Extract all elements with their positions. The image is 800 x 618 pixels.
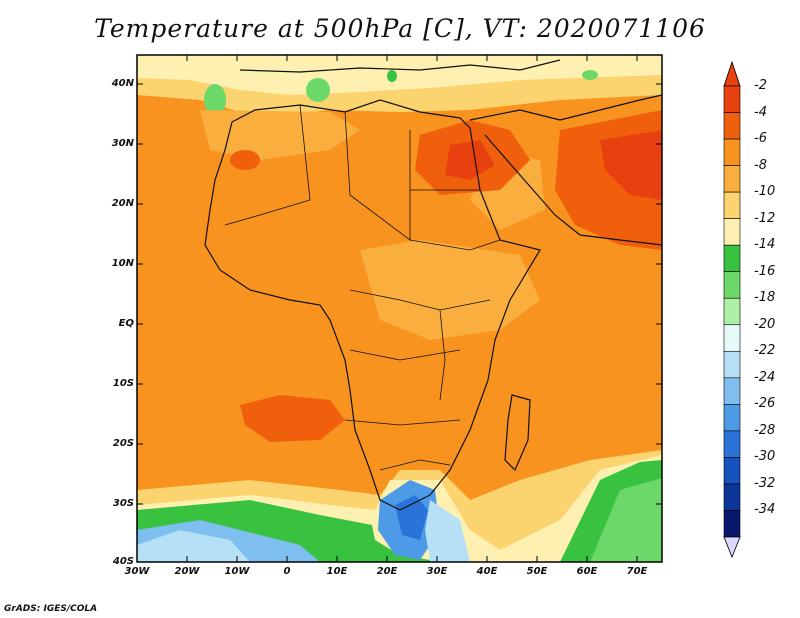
colorbar-swatch [723, 218, 741, 246]
colorbar-label: -2 [754, 78, 767, 93]
colorbar-label: -22 [754, 343, 776, 359]
green-patch-3 [387, 70, 397, 82]
lon-label-20w: 20W [174, 566, 200, 577]
africa-coastline [204, 99, 541, 511]
lat-ticks [137, 83, 662, 505]
colorbar-label: -28 [754, 422, 776, 438]
colorbar-swatch [723, 324, 741, 352]
colorbar-swatch [723, 483, 741, 511]
colorbar-label: -34 [754, 502, 776, 518]
lat-label-eq: EQ [118, 318, 134, 329]
lon-label-0: 0 [283, 566, 291, 577]
lat-label-20n: 20N [111, 198, 134, 209]
colorbar-label: -10 [754, 184, 776, 200]
lon-label-10e: 10E [326, 566, 348, 577]
lat-label-10n: 10N [111, 258, 134, 269]
central-light-orange [360, 240, 540, 340]
colorbar-swatch [723, 404, 741, 432]
border-8 [379, 459, 451, 471]
lon-label-60e: 60E [576, 566, 598, 577]
madagascar-coast [504, 394, 531, 472]
colorbar-label: -12 [754, 210, 776, 226]
colorbar-top-arrow [723, 60, 741, 87]
atlantic-hot-region [240, 395, 345, 442]
arabia-core [600, 130, 662, 200]
green-patch-4 [582, 70, 598, 80]
lon-label-70e: 70E [626, 566, 648, 577]
credit-text: GrADS: IGES/COLA [4, 604, 98, 614]
colorbar-swatch [723, 350, 741, 379]
colorbar-swatch [723, 457, 741, 485]
border-4 [409, 239, 501, 251]
lon-label-50e: 50E [526, 566, 548, 577]
west-hot-spot [230, 150, 260, 170]
south-africa-dark-blue [395, 495, 428, 540]
lat-label-30n: 30N [111, 138, 134, 149]
colorbar-label: -4 [754, 104, 767, 120]
lon-label-20e: 20E [376, 566, 398, 577]
colorbar-swatch [723, 430, 741, 458]
southeast-light-green [590, 478, 662, 562]
colorbar-label: -24 [754, 369, 776, 385]
north-pale-band [137, 55, 662, 95]
map-title: Temperature at 500hPa [C], VT: 202007110… [94, 14, 706, 43]
lon-label-30e: 30E [426, 566, 448, 577]
colorbar-label: -14 [754, 237, 776, 253]
green-patch-2 [306, 78, 330, 102]
border-6 [349, 349, 461, 361]
colorbar-swatch [723, 138, 741, 166]
border-1 [224, 104, 311, 226]
colorbar-label: -8 [754, 157, 767, 173]
country-borders [224, 104, 501, 471]
middle-east-coast [469, 94, 663, 121]
colorbar-swatch [723, 297, 741, 326]
colorbar-swatch [723, 271, 741, 299]
colorbar-swatch [723, 191, 741, 219]
sahara-light-orange [200, 110, 360, 160]
lon-label-10w: 10W [224, 566, 250, 577]
lon-ticks [186, 55, 638, 562]
border-9 [439, 309, 446, 401]
map-border [136, 54, 663, 563]
colorbar [723, 60, 741, 559]
colorbar-label: -16 [754, 263, 776, 279]
temperature-field [137, 55, 662, 562]
colorbar-label: -20 [754, 316, 776, 332]
green-patch-1 [204, 84, 226, 116]
lat-label-10s: 10S [112, 378, 134, 389]
colorbar-swatch [723, 510, 741, 538]
colorbar-swatch [723, 244, 741, 273]
border-7 [344, 419, 461, 426]
arabia-coast [484, 134, 663, 246]
border-5 [349, 289, 491, 311]
lat-label-20s: 20S [112, 438, 134, 449]
egypt-core [445, 140, 495, 180]
lat-label-40s: 40S [112, 556, 134, 567]
lon-label-40e: 40E [476, 566, 498, 577]
colorbar-label: -6 [754, 131, 767, 147]
lat-label-30s: 30S [112, 498, 134, 509]
colorbar-label: -26 [754, 396, 776, 412]
colorbar-swatch [723, 165, 741, 193]
colorbar-label: -30 [754, 449, 776, 465]
lat-label-40n: 40N [111, 78, 134, 89]
colorbar-swatch [723, 85, 741, 113]
colorbar-bottom-arrow [723, 536, 741, 559]
colorbar-label: -32 [754, 475, 776, 491]
coastlines [204, 59, 663, 511]
colorbar-swatch [723, 112, 741, 140]
colorbar-label: -18 [754, 290, 776, 306]
natal-light-blue [425, 500, 470, 562]
mediterranean-coast [239, 59, 561, 73]
colorbar-swatch [723, 377, 741, 405]
lon-label-30w: 30W [124, 566, 150, 577]
southwest-light-blue [137, 530, 250, 562]
